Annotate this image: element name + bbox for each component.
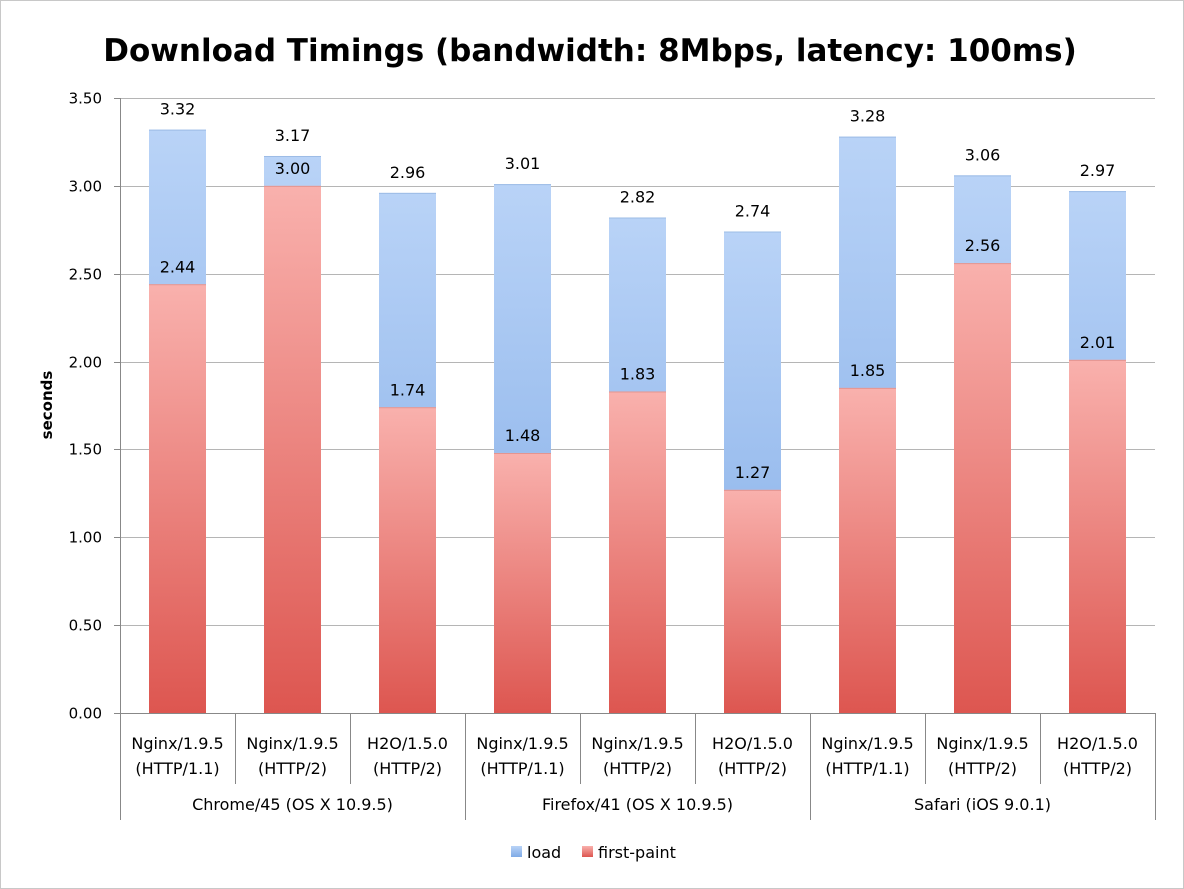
data-label-load: 2.82 [620,187,656,206]
x-tick-label: (HTTP/2) [948,759,1017,778]
x-group-label: Safari (iOS 9.0.1) [914,795,1051,814]
data-label-load: 2.96 [390,163,426,182]
y-tick-label: 0.00 [69,705,102,723]
axes: 0.00 0.50 1.00 1.50 2.00 2.50 3.00 3.50 Nginx/1.… [69,90,1156,820]
legend-swatch-load [511,846,522,857]
x-tick-label: H2O/1.5.0 [367,734,448,753]
data-labels: 3.32 2.44 3.17 3.00 2.96 1.74 3.01 1.48 2.82 1.83… [160,100,1116,482]
data-label-load: 2.97 [1080,161,1116,180]
bar-first-paint [494,452,551,713]
data-label-load: 2.74 [735,202,771,221]
x-tick-label: Nginx/1.9.5 [246,734,338,753]
legend: load first-paint [511,843,676,862]
x-tick-label: H2O/1.5.0 [712,734,793,753]
y-axis-label: seconds [38,371,56,440]
bar-first-paint [954,263,1011,713]
x-tick-label: (HTTP/2) [718,759,787,778]
data-label-first-paint: 1.27 [735,463,771,482]
x-tick-label: Nginx/1.9.5 [821,734,913,753]
x-tick-label: Nginx/1.9.5 [591,734,683,753]
y-tick-label: 1.50 [69,441,102,459]
data-label-first-paint: 1.85 [850,361,886,380]
legend-label-load: load [527,843,561,862]
data-label-load: 3.06 [965,145,1001,164]
y-tick-label: 1.00 [69,529,102,547]
x-tick-label: (HTTP/2) [603,759,672,778]
data-label-first-paint: 2.01 [1080,333,1116,352]
data-label-first-paint: 2.44 [160,257,196,276]
bar-first-paint [149,284,206,713]
bars [149,129,1126,714]
x-tick-label: Nginx/1.9.5 [131,734,223,753]
data-label-first-paint: 1.48 [505,426,541,445]
y-tick-label: 3.00 [69,178,102,196]
x-tick-label: (HTTP/2) [258,759,327,778]
x-group-label: Chrome/45 (OS X 10.9.5) [192,795,393,814]
data-label-first-paint: 3.00 [275,159,311,178]
data-label-first-paint: 1.74 [390,380,426,399]
y-tick-label: 2.00 [69,354,102,372]
bar-first-paint [609,391,666,713]
x-tick-label: H2O/1.5.0 [1057,734,1138,753]
x-tick-label: (HTTP/1.1) [480,759,564,778]
x-tick-label: (HTTP/1.1) [135,759,219,778]
bar-first-paint [839,387,896,713]
bar-first-paint [724,489,781,713]
x-group-label: Firefox/41 (OS X 10.9.5) [542,795,733,814]
bar-first-paint [264,185,321,713]
data-label-first-paint: 2.56 [965,236,1001,255]
bar-first-paint [379,407,436,713]
bar-first-paint [1069,359,1126,713]
x-tick-label: (HTTP/2) [373,759,442,778]
data-label-load: 3.17 [275,126,311,145]
data-label-load: 3.01 [505,154,541,173]
y-tick-label: 3.50 [69,90,102,108]
y-tick-label: 0.50 [69,617,102,635]
y-tick-label: 2.50 [69,266,102,284]
data-label-load: 3.32 [160,100,196,119]
x-tick-label: Nginx/1.9.5 [476,734,568,753]
legend-swatch-first-paint [582,846,593,857]
data-label-load: 3.28 [850,107,886,126]
x-tick-label: Nginx/1.9.5 [936,734,1028,753]
legend-label-first-paint: first-paint [598,843,676,862]
x-tick-label: (HTTP/2) [1063,759,1132,778]
chart-title: Download Timings (bandwidth: 8Mbps, late… [103,33,1077,69]
data-label-first-paint: 1.83 [620,364,656,383]
x-tick-label: (HTTP/1.1) [825,759,909,778]
